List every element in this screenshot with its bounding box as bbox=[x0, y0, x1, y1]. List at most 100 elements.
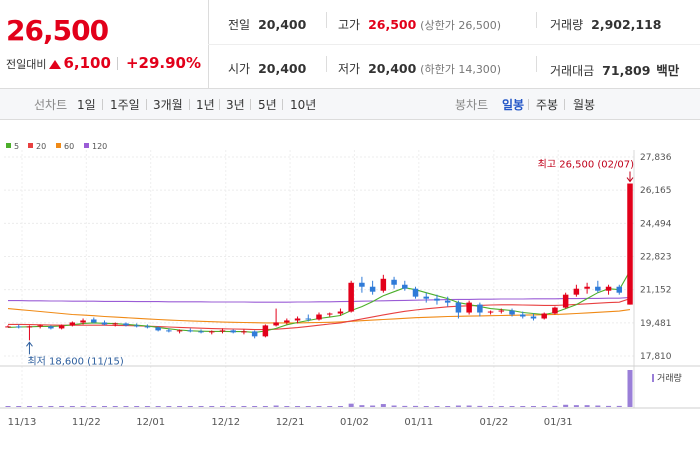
tab-3m[interactable]: 3개월 bbox=[153, 98, 183, 112]
volume-bar bbox=[48, 406, 54, 407]
candle bbox=[477, 304, 483, 313]
volume-bar bbox=[241, 406, 247, 407]
tab-monthly[interactable]: 월봉 bbox=[573, 98, 596, 112]
change-percent: +29.90% bbox=[125, 54, 201, 72]
volume-bar bbox=[144, 406, 150, 407]
candle bbox=[498, 310, 505, 312]
legend-swatch-ma5 bbox=[6, 143, 11, 148]
volume-bar bbox=[91, 406, 97, 407]
x-tick-label: 11/13 bbox=[8, 417, 37, 428]
volume-bar bbox=[573, 405, 579, 407]
volume-bar bbox=[380, 404, 386, 407]
candle bbox=[58, 325, 65, 329]
candle bbox=[37, 325, 43, 327]
volume-bar bbox=[305, 406, 311, 407]
candle bbox=[5, 326, 11, 328]
volume-bar bbox=[69, 406, 75, 407]
candle bbox=[595, 286, 601, 291]
volume-bar bbox=[370, 405, 376, 407]
legend-swatch-ma20 bbox=[28, 143, 33, 148]
volume-bar bbox=[177, 406, 183, 407]
candle bbox=[605, 286, 612, 291]
y-tick-label: 27,836 bbox=[640, 153, 672, 163]
candle bbox=[584, 286, 590, 289]
candle bbox=[369, 286, 376, 292]
volume-bar bbox=[59, 406, 65, 407]
chart-tabs: 선차트 1일 1주일 3개월 1년 3년 5년 10년 봉차트 일봉 주봉 월봉 bbox=[0, 89, 700, 120]
volume-bar bbox=[166, 406, 172, 407]
volume-bar bbox=[273, 405, 279, 407]
candle bbox=[112, 323, 118, 325]
candle bbox=[48, 326, 54, 329]
tab-10y[interactable]: 10년 bbox=[290, 98, 317, 112]
candle bbox=[219, 330, 226, 332]
volume-bar bbox=[530, 406, 536, 407]
candle bbox=[627, 183, 633, 305]
legend-label-ma5: 5 bbox=[14, 142, 19, 151]
candle bbox=[455, 302, 462, 313]
volume-bar bbox=[327, 406, 333, 407]
candle bbox=[230, 330, 236, 333]
tab-3y[interactable]: 3년 bbox=[226, 98, 245, 112]
tab-daily[interactable]: 일봉 bbox=[502, 98, 525, 112]
ma-line-ma20 bbox=[8, 298, 631, 331]
volume-bar bbox=[316, 406, 322, 407]
tab-1y[interactable]: 1년 bbox=[196, 98, 215, 112]
stat-amount: 거래대금 71,809 백만 bbox=[550, 63, 680, 78]
volume-bar bbox=[541, 406, 547, 407]
volume-bar bbox=[5, 406, 11, 407]
volume-bar bbox=[359, 405, 365, 407]
change-value: 6,100 bbox=[63, 54, 111, 72]
x-tick-label: 01/11 bbox=[404, 417, 433, 428]
y-tick-label: 21,152 bbox=[640, 286, 672, 296]
volume-bar bbox=[134, 406, 140, 407]
candle bbox=[552, 307, 558, 314]
candle bbox=[69, 322, 76, 326]
candle bbox=[616, 286, 623, 293]
change-label: 전일대비 bbox=[6, 58, 47, 71]
y-tick-label: 17,810 bbox=[640, 352, 672, 362]
volume-bar bbox=[230, 406, 236, 407]
candle bbox=[412, 288, 419, 297]
volume-bar bbox=[348, 403, 354, 407]
candle bbox=[155, 327, 161, 331]
volume-bar bbox=[488, 406, 494, 407]
volume-bar bbox=[509, 406, 515, 407]
candle bbox=[434, 298, 440, 301]
stat-high: 고가 26,500 (상한가 26,500) bbox=[338, 17, 502, 32]
ma-line-ma60 bbox=[7, 308, 631, 324]
y-tick-label: 24,494 bbox=[640, 219, 672, 229]
candle bbox=[273, 322, 279, 326]
current-price: 26,500 bbox=[6, 14, 109, 47]
volume-legend-swatch bbox=[652, 374, 654, 382]
up-arrow-icon bbox=[49, 60, 62, 69]
low-arrowhead bbox=[26, 341, 33, 347]
y-tick-label: 26,165 bbox=[640, 186, 672, 196]
high-arrowhead bbox=[626, 177, 634, 183]
tab-weekly[interactable]: 주봉 bbox=[536, 98, 559, 112]
tab-1d[interactable]: 1일 bbox=[77, 98, 96, 112]
price-box: 26,500 전일대비 6,100 +29.90% bbox=[0, 0, 209, 88]
volume-bar bbox=[552, 405, 558, 407]
tab-5y[interactable]: 5년 bbox=[258, 98, 277, 112]
volume-bar bbox=[627, 370, 633, 407]
candle bbox=[262, 325, 269, 337]
volume-bar bbox=[102, 406, 108, 407]
legend-swatch-ma60 bbox=[56, 143, 61, 148]
x-tick-label: 01/02 bbox=[340, 417, 369, 428]
volume-bar bbox=[252, 406, 258, 407]
candle bbox=[91, 319, 97, 323]
candle bbox=[241, 331, 247, 333]
candle bbox=[15, 326, 22, 328]
stat-open: 시가 20,400 bbox=[228, 61, 307, 76]
candle bbox=[348, 282, 354, 312]
volume-bar bbox=[262, 406, 268, 407]
candle bbox=[359, 282, 365, 287]
candle bbox=[573, 288, 580, 295]
tab-1w[interactable]: 1주일 bbox=[110, 98, 140, 112]
legend-label-ma60: 60 bbox=[64, 142, 74, 151]
candle bbox=[402, 284, 408, 289]
x-tick-label: 12/01 bbox=[136, 417, 165, 428]
volume-bar bbox=[455, 405, 461, 407]
